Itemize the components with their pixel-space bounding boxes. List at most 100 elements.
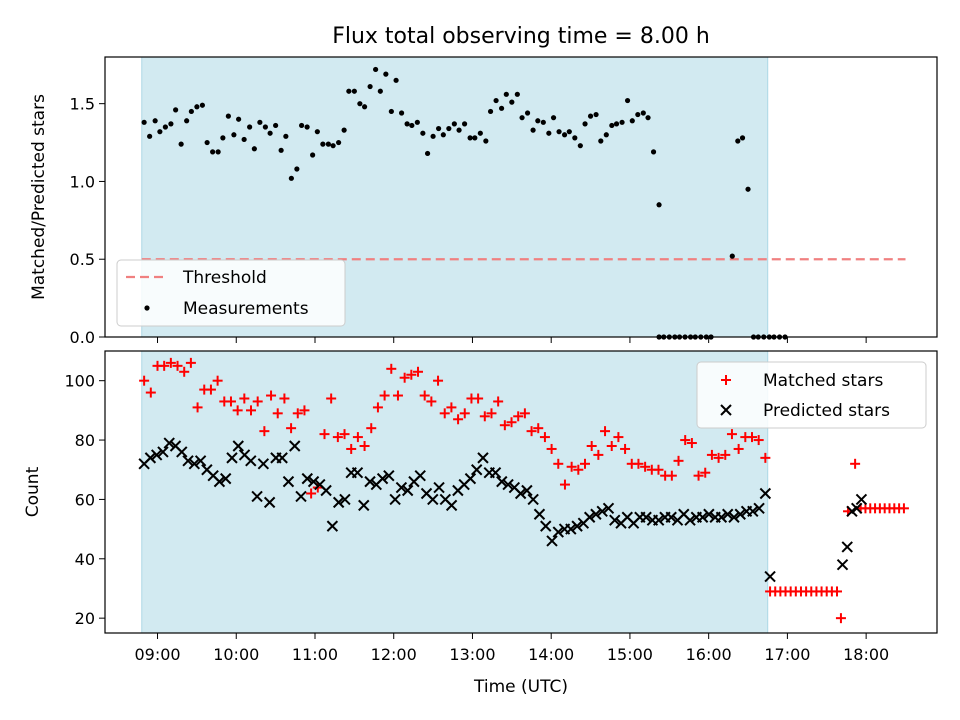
measurement-point <box>483 138 489 144</box>
predicted-star-marker <box>855 493 868 506</box>
matched-star-marker <box>566 461 577 472</box>
predicted-star-stroke <box>395 481 408 494</box>
predicted-star-stroke <box>232 440 244 452</box>
matched-star-marker <box>726 429 737 440</box>
predicted-star-stroke <box>263 496 276 509</box>
measurement-point <box>619 119 625 125</box>
measurement-point <box>147 133 153 139</box>
matched-star-marker <box>606 440 617 451</box>
measurement-point <box>267 130 273 136</box>
matched-star-marker <box>493 396 504 407</box>
measurement-point <box>351 88 357 94</box>
matched-star-marker <box>439 408 450 419</box>
predicted-star-stroke <box>855 493 868 506</box>
matched-star-marker <box>366 423 377 434</box>
matched-star-marker <box>832 586 843 597</box>
matched-star-marker <box>185 357 196 368</box>
x-tick-label: 18:00 <box>843 645 889 664</box>
measurement-point <box>314 129 320 135</box>
predicted-star-marker <box>533 508 546 520</box>
measurement-point <box>299 122 305 129</box>
x-tick-label: 10:00 <box>213 645 259 664</box>
predicted-star-marker <box>684 514 696 526</box>
matched-star-marker <box>835 613 846 624</box>
predicted-star-stroke <box>176 446 188 458</box>
legend-measurements-swatch <box>144 305 150 311</box>
predicted-star-stroke <box>496 475 508 488</box>
matched-star-marker <box>433 375 444 386</box>
bottom-panel: 20 40 60 80 100 09:00 10:00 11:00 12:00 13:00 14:0… <box>23 350 938 697</box>
predicted-star-marker <box>540 520 552 532</box>
predicted-star-marker <box>427 493 439 506</box>
measurement-point <box>493 97 499 104</box>
predicted-star-marker <box>753 502 765 515</box>
matched-star-marker <box>753 435 764 446</box>
matched-star-marker <box>239 393 250 404</box>
predicted-star-stroke <box>314 478 326 491</box>
measurement-point <box>645 115 651 121</box>
predicted-star-stroke <box>427 493 439 506</box>
measurement-point <box>251 146 257 152</box>
measurement-point <box>656 202 662 208</box>
measurement-point <box>257 119 263 125</box>
measurement-point <box>294 166 300 172</box>
measurement-point <box>184 118 190 124</box>
measurement-point <box>341 127 347 133</box>
top-panel: 0.0 0.5 1.0 1.5 Matched/Predicted stars Thres… <box>29 56 938 347</box>
predicted-star-stroke <box>383 469 395 482</box>
predicted-star-marker <box>295 490 307 503</box>
predicted-star-stroke <box>150 449 163 461</box>
measurement-point <box>367 83 373 90</box>
measurement-point <box>420 130 426 136</box>
measurement-point <box>373 66 379 73</box>
predicted-star-marker <box>715 511 728 523</box>
measurement-point <box>519 115 525 121</box>
measurement-point <box>546 130 552 136</box>
predicted-star-stroke <box>433 481 445 494</box>
predicted-star-marker <box>263 496 276 509</box>
measurement-point <box>225 113 231 119</box>
measurement-point <box>561 132 568 138</box>
predicted-star-marker <box>489 466 502 479</box>
y-axis-label: Matched/Predicted stars <box>29 94 49 300</box>
matched-star-marker <box>533 423 544 434</box>
matched-star-marker <box>486 408 497 419</box>
measurement-point <box>498 105 505 111</box>
legend-top: Threshold Measurements <box>116 259 346 327</box>
predicted-star-stroke <box>552 526 564 538</box>
measurement-point <box>247 124 253 130</box>
measurement-point <box>194 104 200 110</box>
measurement-point <box>477 130 483 136</box>
predicted-star-stroke <box>596 505 608 518</box>
predicted-star-stroke <box>445 499 458 512</box>
predicted-star-marker <box>602 502 615 515</box>
y-tick-label: 60 <box>75 490 95 509</box>
predicted-star-stroke <box>163 437 175 449</box>
matched-star-marker <box>613 432 624 443</box>
predicted-star-marker <box>320 484 332 497</box>
measurement-point <box>735 138 741 144</box>
predicted-star-stroke <box>188 458 201 470</box>
predicted-star-marker <box>445 499 458 512</box>
measurement-point <box>414 119 420 125</box>
measurement-point <box>430 133 436 139</box>
matched-star-marker <box>352 432 363 443</box>
predicted-star-marker <box>289 440 301 452</box>
measurement-point <box>530 127 536 133</box>
measurement-point <box>325 141 331 147</box>
predicted-star-marker <box>747 505 759 518</box>
predicted-star-marker <box>640 511 652 523</box>
predicted-star-marker <box>734 508 746 520</box>
measurement-point <box>577 143 583 149</box>
matched-star-marker <box>539 432 550 443</box>
measurement-point <box>278 147 284 153</box>
predicted-star-marker <box>226 452 238 464</box>
measurement-point <box>330 143 336 149</box>
predicted-star-stroke <box>850 502 863 515</box>
predicted-star-marker <box>182 455 194 467</box>
measurement-point <box>535 118 541 124</box>
predicted-star-marker <box>358 499 370 512</box>
observing-span <box>141 350 769 634</box>
predicted-star-stroke <box>640 511 652 523</box>
predicted-star-stroke <box>420 487 433 500</box>
